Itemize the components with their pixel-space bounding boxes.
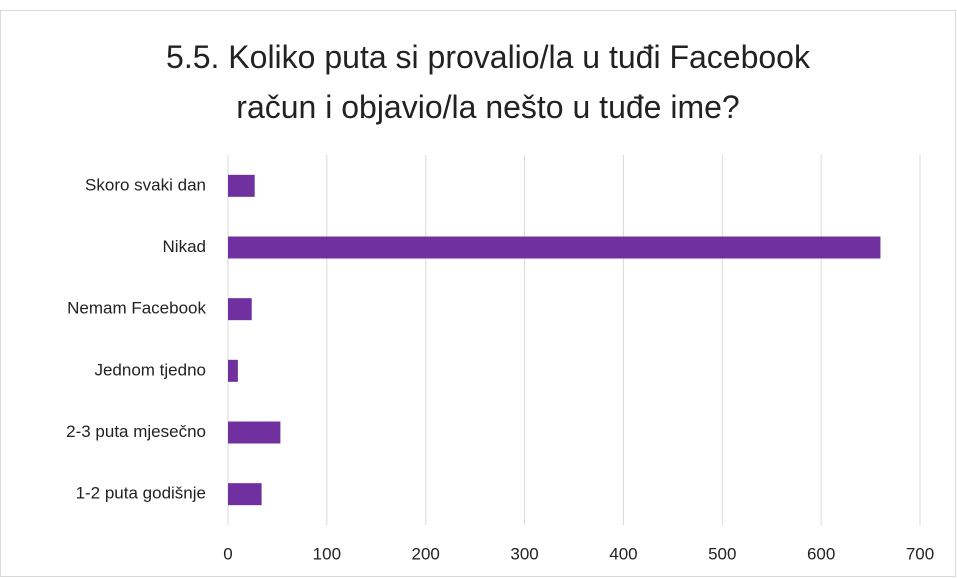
bar xyxy=(228,298,252,321)
y-tick-label: 2-3 puta mjesečno xyxy=(66,422,206,441)
y-tick-label: Nikad xyxy=(163,237,206,256)
x-tick-label: 400 xyxy=(609,544,637,563)
chart-title: 5.5. Koliko puta si provalio/la u tuđi F… xyxy=(166,39,810,125)
y-tick-label: Nemam Facebook xyxy=(67,299,206,318)
x-tick-label: 200 xyxy=(412,544,440,563)
x-tick-label: 500 xyxy=(708,544,736,563)
x-tick-label: 600 xyxy=(807,544,835,563)
bar xyxy=(228,359,238,382)
bar xyxy=(228,236,881,259)
y-tick-label: Jednom tjedno xyxy=(94,360,206,379)
x-tick-label: 300 xyxy=(510,544,538,563)
x-tick-label: 700 xyxy=(906,544,934,563)
x-tick-label: 0 xyxy=(223,544,232,563)
bar xyxy=(228,421,281,444)
y-tick-label: 1-2 puta godišnje xyxy=(76,484,206,503)
bar xyxy=(228,174,255,197)
y-tick-label: Skoro svaki dan xyxy=(85,175,206,194)
bar xyxy=(228,483,262,506)
x-tick-label: 100 xyxy=(313,544,341,563)
chart-border xyxy=(0,10,956,577)
